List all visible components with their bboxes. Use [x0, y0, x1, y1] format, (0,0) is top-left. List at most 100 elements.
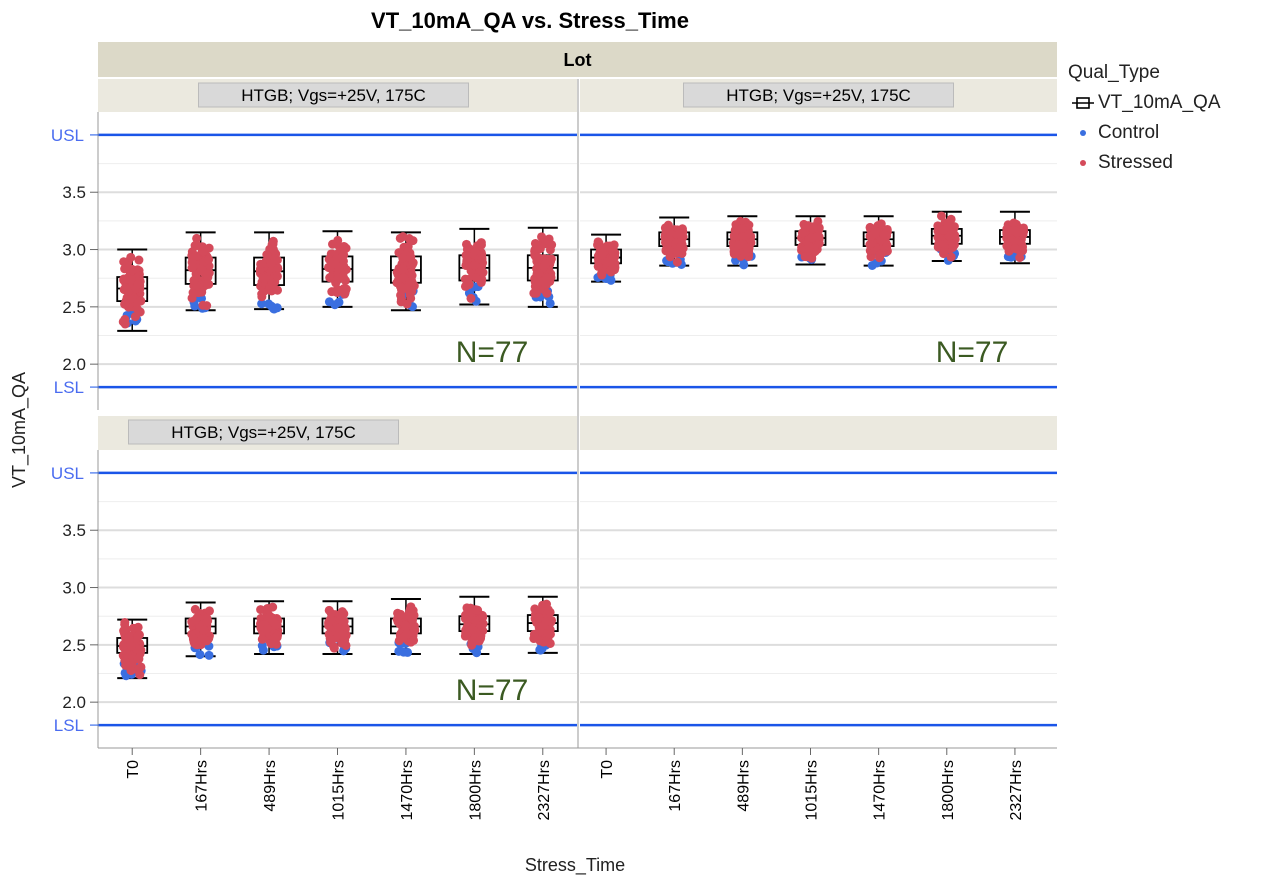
- stressed-point: [257, 292, 267, 302]
- stressed-point: [530, 632, 540, 642]
- stressed-point: [402, 629, 412, 639]
- stressed-point: [672, 257, 682, 267]
- y-tick-label: 2.5: [62, 636, 86, 655]
- stressed-point: [191, 251, 201, 261]
- stressed-point: [190, 604, 200, 614]
- stressed-point: [326, 608, 336, 618]
- stressed-point: [470, 605, 480, 615]
- x-tick-label: 167Hrs: [667, 760, 684, 812]
- stressed-point: [535, 244, 545, 254]
- stressed-point: [120, 314, 130, 324]
- y-axis-label: VT_10mA_QA: [9, 372, 30, 488]
- stressed-point: [738, 239, 748, 249]
- stressed-point: [409, 610, 419, 620]
- stressed-point: [126, 641, 136, 651]
- stressed-point: [665, 245, 675, 255]
- stressed-point: [1009, 218, 1019, 228]
- stressed-point: [797, 228, 807, 238]
- stressed-point: [398, 253, 408, 263]
- stressed-point: [126, 252, 136, 262]
- y-tick-label: 3.5: [62, 521, 86, 540]
- stressed-point: [947, 242, 957, 252]
- panel-label-box: [198, 82, 469, 108]
- stressed-point: [547, 240, 557, 250]
- group-header-label: Lot: [564, 50, 592, 70]
- stressed-point: [133, 279, 143, 289]
- x-tick-label: 1470Hrs: [872, 760, 889, 820]
- stressed-point: [120, 656, 130, 666]
- stressed-point: [477, 613, 487, 623]
- x-tick-label: 1800Hrs: [940, 760, 957, 820]
- n-annotation: N=77: [936, 336, 1009, 369]
- stressed-point: [946, 252, 956, 262]
- stressed-point: [470, 260, 480, 270]
- y-tick-label: 3.0: [62, 579, 86, 598]
- stressed-point: [534, 613, 544, 623]
- stressed-point: [120, 299, 130, 309]
- panel-bg: [98, 450, 577, 748]
- stressed-point: [130, 312, 140, 322]
- stressed-point: [339, 250, 349, 260]
- stressed-point: [542, 288, 552, 298]
- control-point: [257, 641, 267, 651]
- stressed-point: [256, 259, 266, 269]
- ref-label-usl: USL: [51, 464, 84, 483]
- stressed-point: [398, 232, 408, 242]
- ref-label-lsl: LSL: [54, 716, 84, 735]
- stressed-point: [466, 293, 476, 303]
- stressed-point: [398, 273, 408, 283]
- box-icon: [1068, 95, 1098, 111]
- stressed-point: [529, 288, 539, 298]
- stressed-point: [541, 280, 551, 290]
- stressed-point: [196, 264, 206, 274]
- panel-label: HTGB; Vgs=+25V, 175C: [171, 423, 356, 442]
- y-tick-label: 2.0: [62, 693, 86, 712]
- stressed-point: [403, 242, 413, 252]
- x-axis-label: Stress_Time: [525, 855, 625, 876]
- stressed-point: [273, 263, 283, 273]
- stressed-point: [1015, 253, 1025, 263]
- stressed-point: [133, 654, 143, 664]
- stressed-point: [876, 219, 886, 229]
- stressed-point: [804, 242, 814, 252]
- chart-title: VT_10mA_QA vs. Stress_Time: [371, 8, 689, 33]
- stressed-point: [266, 639, 276, 649]
- control-point: [190, 301, 200, 311]
- y-tick-label: 2.0: [62, 355, 86, 374]
- stressed-point: [262, 250, 272, 260]
- x-tick-label: 489Hrs: [735, 760, 752, 812]
- panel-label-box: [128, 419, 399, 445]
- panel-bg: [580, 450, 1057, 748]
- stressed-point: [271, 620, 281, 630]
- n-annotation: N=77: [456, 336, 529, 369]
- stressed-point: [329, 642, 339, 652]
- stressed-point: [259, 274, 269, 284]
- stressed-point: [122, 285, 132, 295]
- stressed-point: [134, 255, 144, 265]
- stressed-point: [192, 241, 202, 251]
- stressed-point: [187, 293, 197, 303]
- stressed-point: [467, 640, 477, 650]
- stressed-point: [328, 239, 338, 249]
- x-tick-label: 2327Hrs: [536, 760, 553, 820]
- control-point: [204, 650, 214, 660]
- stressed-point: [198, 246, 208, 256]
- stressed-point: [598, 248, 608, 258]
- stressed-point: [938, 225, 948, 235]
- stressed-point: [337, 630, 347, 640]
- control-point: [535, 645, 545, 655]
- stressed-point: [809, 222, 819, 232]
- stressed-point: [934, 239, 944, 249]
- stressed-point: [203, 279, 213, 289]
- stressed-point: [407, 286, 417, 296]
- stressed-point: [126, 294, 136, 304]
- control-point: [266, 301, 276, 311]
- stressed-point: [532, 257, 542, 267]
- stressed-point: [268, 236, 278, 246]
- stressed-point: [267, 278, 277, 288]
- stressed-point: [336, 615, 346, 625]
- control-point: [330, 300, 340, 310]
- control-point: [195, 650, 205, 660]
- stressed-point: [545, 629, 555, 639]
